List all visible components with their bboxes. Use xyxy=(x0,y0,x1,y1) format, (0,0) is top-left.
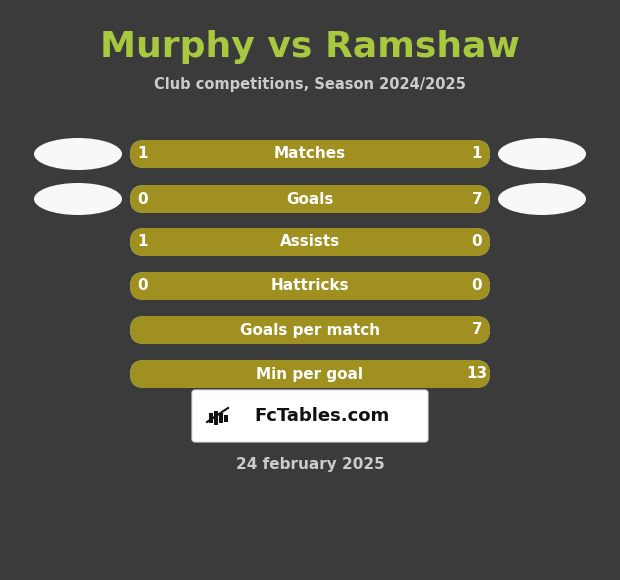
FancyBboxPatch shape xyxy=(130,360,490,388)
Text: Murphy vs Ramshaw: Murphy vs Ramshaw xyxy=(100,30,520,64)
FancyBboxPatch shape xyxy=(130,140,490,168)
Text: 0: 0 xyxy=(138,191,148,206)
FancyBboxPatch shape xyxy=(130,228,490,256)
FancyBboxPatch shape xyxy=(130,228,490,256)
FancyBboxPatch shape xyxy=(130,140,490,168)
Text: 13: 13 xyxy=(466,367,487,382)
Text: Assists: Assists xyxy=(280,234,340,249)
Text: 1: 1 xyxy=(472,147,482,161)
Bar xyxy=(219,413,223,423)
Text: 0: 0 xyxy=(472,278,482,293)
FancyBboxPatch shape xyxy=(192,390,428,442)
FancyBboxPatch shape xyxy=(130,316,490,344)
Bar xyxy=(209,413,213,423)
Text: 1: 1 xyxy=(138,147,148,161)
Text: Hattricks: Hattricks xyxy=(271,278,349,293)
Text: Matches: Matches xyxy=(274,147,346,161)
FancyBboxPatch shape xyxy=(130,316,490,344)
Text: Min per goal: Min per goal xyxy=(257,367,363,382)
Text: 7: 7 xyxy=(472,191,482,206)
Ellipse shape xyxy=(498,138,586,170)
FancyBboxPatch shape xyxy=(130,272,490,300)
Text: Club competitions, Season 2024/2025: Club competitions, Season 2024/2025 xyxy=(154,77,466,92)
Text: 7: 7 xyxy=(472,322,482,338)
FancyBboxPatch shape xyxy=(130,272,490,300)
Ellipse shape xyxy=(34,183,122,215)
Text: 24 february 2025: 24 february 2025 xyxy=(236,456,384,472)
FancyBboxPatch shape xyxy=(130,360,490,388)
Text: Goals: Goals xyxy=(286,191,334,206)
Text: 0: 0 xyxy=(472,234,482,249)
Text: Goals per match: Goals per match xyxy=(240,322,380,338)
FancyBboxPatch shape xyxy=(130,185,490,213)
Ellipse shape xyxy=(498,183,586,215)
Text: FcTables.com: FcTables.com xyxy=(254,407,389,425)
FancyBboxPatch shape xyxy=(130,185,490,213)
Bar xyxy=(214,411,218,425)
Bar xyxy=(224,415,228,422)
Ellipse shape xyxy=(34,138,122,170)
Text: 0: 0 xyxy=(138,278,148,293)
Text: 1: 1 xyxy=(138,234,148,249)
